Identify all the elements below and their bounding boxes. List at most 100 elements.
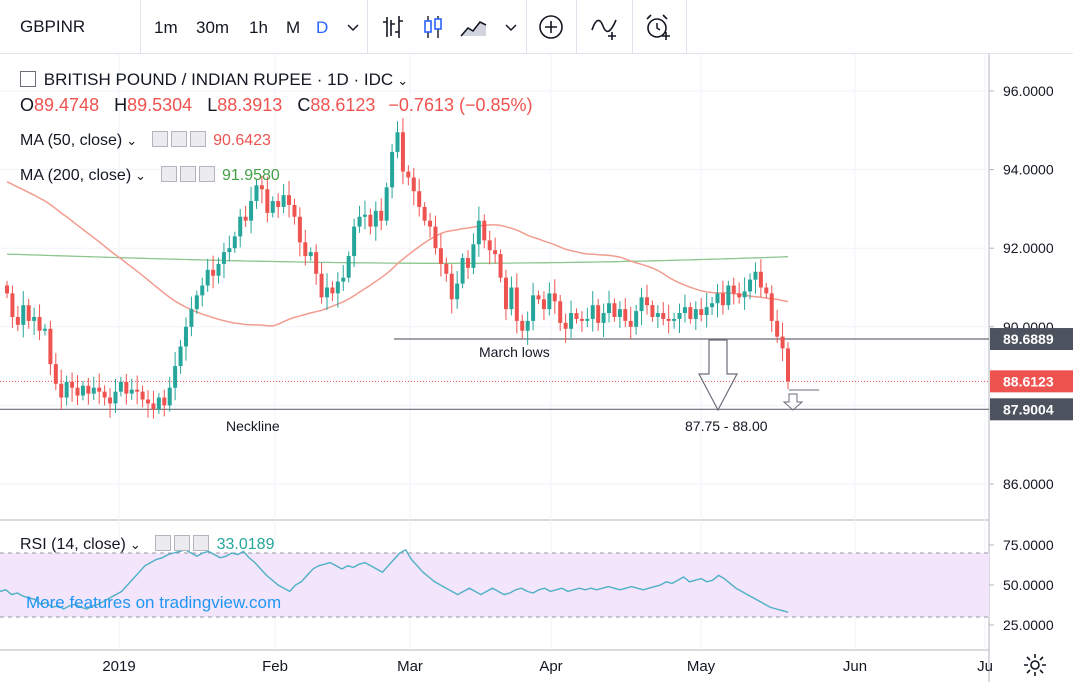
candle-body bbox=[80, 385, 85, 396]
toolbar-divider bbox=[367, 0, 368, 54]
candle-body bbox=[75, 387, 80, 396]
time-tick-label: Jun bbox=[843, 658, 867, 675]
candle-body bbox=[433, 226, 438, 249]
chevron-down-icon[interactable]: ⌄ bbox=[129, 537, 141, 552]
candle-body bbox=[48, 328, 53, 365]
candle-body bbox=[70, 381, 75, 388]
gear-icon[interactable] bbox=[170, 131, 187, 147]
candle-body bbox=[585, 318, 590, 321]
candle-body bbox=[525, 320, 530, 331]
gear-icon[interactable] bbox=[179, 166, 196, 182]
rsi-buttons bbox=[155, 535, 212, 554]
watermark[interactable]: More features on tradingview.com bbox=[26, 593, 281, 612]
candle-body bbox=[720, 293, 725, 306]
candle-body bbox=[742, 291, 747, 298]
chevron-down-icon[interactable] bbox=[496, 12, 526, 42]
close-icon[interactable] bbox=[198, 166, 215, 182]
close-icon[interactable] bbox=[193, 535, 210, 551]
candle-body bbox=[292, 204, 297, 217]
area-style-icon[interactable] bbox=[458, 12, 488, 42]
close-icon[interactable] bbox=[189, 131, 206, 147]
candle-body bbox=[395, 132, 400, 152]
annotation-shapes bbox=[698, 339, 819, 412]
price-candles bbox=[5, 118, 790, 419]
candle-body bbox=[113, 391, 118, 404]
interval-day[interactable]: D bbox=[316, 18, 329, 37]
candle-body bbox=[444, 263, 449, 274]
candle-body bbox=[509, 287, 514, 310]
gear-icon[interactable] bbox=[1022, 652, 1048, 678]
candle-body bbox=[265, 189, 270, 213]
candle-body bbox=[319, 273, 324, 298]
chart-canvas[interactable]: 96.000094.000092.000090.000088.000086.00… bbox=[0, 54, 1073, 682]
candle-body bbox=[422, 206, 427, 221]
time-axis: 2019 Feb Mar Apr May Jun Ju bbox=[102, 658, 993, 675]
candle-body bbox=[563, 322, 568, 329]
interval-1m[interactable]: 1m bbox=[154, 18, 178, 37]
candle-body bbox=[639, 297, 644, 312]
interval-month[interactable]: M bbox=[286, 18, 301, 37]
candle-body bbox=[249, 201, 254, 221]
interval-30m[interactable]: 30m bbox=[196, 18, 230, 37]
candle-body bbox=[628, 320, 633, 327]
symbol-search[interactable]: GBPINR bbox=[20, 17, 86, 36]
add-compare-icon[interactable] bbox=[536, 12, 566, 42]
alert-icon[interactable] bbox=[643, 12, 673, 42]
candle-body bbox=[173, 366, 178, 388]
candle-body bbox=[384, 187, 389, 221]
price-label: 88.6123 bbox=[1003, 373, 1054, 389]
ma200-legend[interactable]: MA (200, close) ⌄ 91.9580 bbox=[20, 166, 280, 185]
candle-body bbox=[704, 307, 709, 316]
rsi-band bbox=[0, 553, 989, 617]
low-label: L bbox=[207, 95, 218, 115]
candle-body bbox=[650, 305, 655, 317]
candle-body bbox=[753, 271, 758, 280]
toolbar-divider bbox=[686, 0, 687, 54]
candle-body bbox=[86, 385, 91, 394]
time-tick-label: Mar bbox=[397, 658, 423, 675]
candle-body bbox=[167, 387, 172, 406]
candle-body bbox=[520, 320, 525, 331]
chevron-down-icon[interactable]: ⌄ bbox=[397, 73, 409, 88]
rsi-band-lines bbox=[0, 552, 989, 618]
chart-legend-title[interactable]: BRITISH POUND / INDIAN RUPEE · 1D · IDC ⌄ bbox=[20, 70, 408, 90]
candle-body bbox=[341, 277, 346, 282]
rsi-legend[interactable]: RSI (14, close) ⌄ 33.0189 bbox=[20, 535, 274, 554]
interval-1h[interactable]: 1h bbox=[249, 18, 268, 37]
candle-body bbox=[10, 293, 15, 317]
indicators-icon[interactable] bbox=[590, 12, 620, 42]
candle-style-icon[interactable] bbox=[418, 12, 448, 42]
candle-body bbox=[373, 210, 378, 227]
candle-body bbox=[607, 303, 612, 314]
gear-icon[interactable] bbox=[174, 535, 191, 551]
bar-style-icon[interactable] bbox=[378, 12, 408, 42]
candle-body bbox=[200, 285, 205, 296]
low-value: 88.3913 bbox=[217, 95, 283, 115]
eye-icon[interactable] bbox=[155, 535, 172, 551]
candle-body bbox=[368, 214, 373, 227]
eye-icon[interactable] bbox=[160, 166, 177, 182]
candle-body bbox=[243, 216, 248, 221]
eye-icon[interactable] bbox=[151, 131, 168, 147]
price-label: 87.9004 bbox=[1003, 401, 1054, 417]
candle-body bbox=[151, 403, 156, 410]
collapse-legend-icon[interactable] bbox=[20, 71, 36, 87]
candle-body bbox=[178, 346, 183, 367]
candle-body bbox=[460, 258, 465, 284]
ma50-line bbox=[6, 181, 789, 327]
candle-body bbox=[498, 254, 503, 278]
candle-body bbox=[91, 387, 96, 394]
time-tick-label: May bbox=[687, 658, 716, 675]
candle-body bbox=[146, 399, 151, 404]
candle-body bbox=[482, 220, 487, 241]
chevron-down-icon[interactable]: ⌄ bbox=[135, 168, 147, 183]
candle-body bbox=[682, 307, 687, 314]
chevron-down-icon[interactable]: ⌄ bbox=[126, 133, 138, 148]
toolbar-divider bbox=[632, 0, 633, 54]
chevron-down-icon[interactable] bbox=[338, 12, 368, 42]
price-label-bg bbox=[990, 398, 1073, 421]
ma50-legend[interactable]: MA (50, close) ⌄ 90.6423 bbox=[20, 131, 271, 150]
open-value: 89.4748 bbox=[34, 95, 100, 115]
candle-body bbox=[357, 216, 362, 227]
candle-body bbox=[379, 210, 384, 221]
